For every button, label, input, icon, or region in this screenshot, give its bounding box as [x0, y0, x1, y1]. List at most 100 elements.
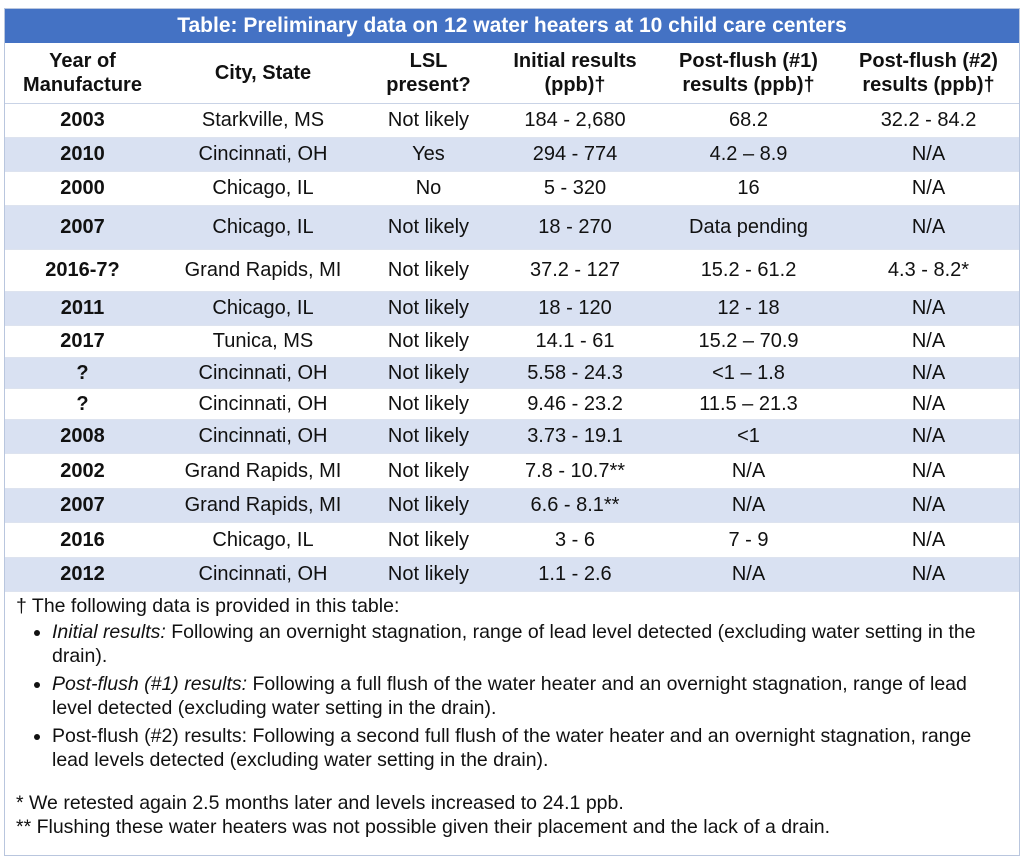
table-row: 2007 Grand Rapids, MI Not likely 6.6 - 8.1*… [5, 488, 1019, 523]
header-row: Year of Manufacture City, State LSL present?… [5, 43, 1019, 104]
table-cell: 294 - 774 [491, 137, 659, 172]
table-cell: Not likely [366, 488, 491, 523]
footnote-asterisk: * We retested again 2.5 months later and… [16, 792, 624, 814]
table-row: 2003 Starkville, MS Not likely 184 - 2,680 6… [5, 103, 1019, 138]
table-cell: Cincinnati, OH [160, 137, 366, 172]
note-bullet: Post-flush (#2) results: Following a sec… [52, 724, 1006, 772]
table-row: 2010 Cincinnati, OH Yes 294 - 774 4.2 – 8.9 N… [5, 137, 1019, 172]
table-cell: 1.1 - 2.6 [491, 557, 659, 592]
note-text: Post-flush (#2) results: Following a sec… [52, 725, 972, 771]
note-bullet: Post-flush (#1) results: Following a ful… [52, 672, 1006, 720]
note-text: Following an overnight stagnation, range… [52, 621, 976, 667]
column-header: City, State [160, 43, 366, 104]
table-cell: 2010 [5, 137, 160, 172]
column-header-line: Year of [49, 50, 116, 72]
table-cell: 2011 [5, 291, 160, 326]
note-text: Following a full flush of the water heat… [52, 673, 967, 719]
table-cell: Grand Rapids, MI [160, 453, 366, 489]
table-cell: N/A [838, 357, 1019, 389]
table-cell: Not likely [366, 522, 491, 558]
column-header-line: Manufacture [23, 74, 142, 96]
column-header-line: present? [386, 74, 471, 96]
table-cell: Not likely [366, 419, 491, 454]
column-header: Initial results (ppb)† [491, 43, 659, 104]
table-title: Table: Preliminary data on 12 water heat… [5, 9, 1019, 43]
table-cell: ? [5, 357, 160, 389]
column-header-line: Post-flush (#2) [859, 50, 998, 72]
note-term: Initial results: [52, 621, 166, 643]
table-cell: <1 – 1.8 [659, 357, 838, 389]
table-cell: 184 - 2,680 [491, 103, 659, 138]
table-cell: Not likely [366, 205, 491, 250]
table-row: 2002 Grand Rapids, MI Not likely 7.8 - 10.7… [5, 453, 1019, 489]
table-row: 2011 Chicago, IL Not likely 18 - 120 12 - 18… [5, 291, 1019, 326]
table-cell: Cincinnati, OH [160, 557, 366, 592]
table-row: 2012 Cincinnati, OH Not likely 1.1 - 2.6 N/A… [5, 557, 1019, 592]
table-row: 2008 Cincinnati, OH Not likely 3.73 - 19.1 <… [5, 419, 1019, 454]
column-header: Year of Manufacture [5, 43, 160, 104]
table-frame [4, 8, 1020, 856]
table-cell: Chicago, IL [160, 291, 366, 326]
table-cell: N/A [838, 488, 1019, 523]
table-cell: 18 - 270 [491, 205, 659, 250]
table-cell: 2003 [5, 103, 160, 138]
table-cell: N/A [838, 291, 1019, 326]
table-cell: 2002 [5, 453, 160, 489]
table-cell: Tunica, MS [160, 325, 366, 358]
table-cell: 4.3 - 8.2* [838, 249, 1019, 292]
table-row: ? Cincinnati, OH Not likely 5.58 - 24.3 <1 –… [5, 357, 1019, 389]
table-cell: 5.58 - 24.3 [491, 357, 659, 389]
table-cell: N/A [659, 488, 838, 523]
table-cell: Cincinnati, OH [160, 419, 366, 454]
table-cell: 2016-7? [5, 249, 160, 292]
table-cell: 2007 [5, 205, 160, 250]
table-cell: N/A [838, 453, 1019, 489]
table-cell: <1 [659, 419, 838, 454]
table-cell: Cincinnati, OH [160, 388, 366, 420]
table-cell: N/A [838, 171, 1019, 206]
table-cell: N/A [838, 325, 1019, 358]
table-row: 2000 Chicago, IL No 5 - 320 16 N/A [5, 171, 1019, 206]
table-cell: N/A [659, 453, 838, 489]
table-cell: Starkville, MS [160, 103, 366, 138]
column-header: Post-flush (#1) results (ppb)† [659, 43, 838, 104]
table-cell: 11.5 – 21.3 [659, 388, 838, 420]
table-body: 2003 Starkville, MS Not likely 184 - 2,680 6… [5, 103, 1019, 592]
table-notes: † The following data is provided in this… [16, 594, 1006, 839]
table-cell: 2000 [5, 171, 160, 206]
table-cell: 2016 [5, 522, 160, 558]
table-cell: 12 - 18 [659, 291, 838, 326]
dagger-note: † The following data is provided in this… [16, 595, 400, 617]
table-cell: 3 - 6 [491, 522, 659, 558]
table-cell: N/A [659, 557, 838, 592]
table-cell: N/A [838, 205, 1019, 250]
table-cell: 37.2 - 127 [491, 249, 659, 292]
table-cell: 16 [659, 171, 838, 206]
table-cell: Data pending [659, 205, 838, 250]
water-heater-table: Year of Manufacture City, State LSL present?… [5, 43, 1019, 592]
column-header-line: Initial results [513, 50, 637, 72]
table-cell: Grand Rapids, MI [160, 249, 366, 292]
table-cell: 15.2 – 70.9 [659, 325, 838, 358]
table-cell: 32.2 - 84.2 [838, 103, 1019, 138]
table-cell: Not likely [366, 557, 491, 592]
table-cell: No [366, 171, 491, 206]
table-cell: N/A [838, 419, 1019, 454]
table-row: 2016-7? Grand Rapids, MI Not likely 37.2 - … [5, 249, 1019, 292]
table-cell: 14.1 - 61 [491, 325, 659, 358]
table-cell: Chicago, IL [160, 205, 366, 250]
column-header-line: City, State [214, 62, 312, 84]
table-row: 2007 Chicago, IL Not likely 18 - 270 Data pe… [5, 205, 1019, 250]
column-header-line: results (ppb)† [682, 74, 815, 96]
table-cell: Not likely [366, 453, 491, 489]
table-cell: 18 - 120 [491, 291, 659, 326]
column-header-line: (ppb)† [544, 74, 606, 96]
table-cell: 2008 [5, 419, 160, 454]
table-cell: 9.46 - 23.2 [491, 388, 659, 420]
column-header-line: results (ppb)† [862, 74, 995, 96]
table-cell: Chicago, IL [160, 522, 366, 558]
table-cell: Not likely [366, 325, 491, 358]
table-cell: 2012 [5, 557, 160, 592]
table-cell: Not likely [366, 357, 491, 389]
column-header: LSL present? [366, 43, 491, 104]
